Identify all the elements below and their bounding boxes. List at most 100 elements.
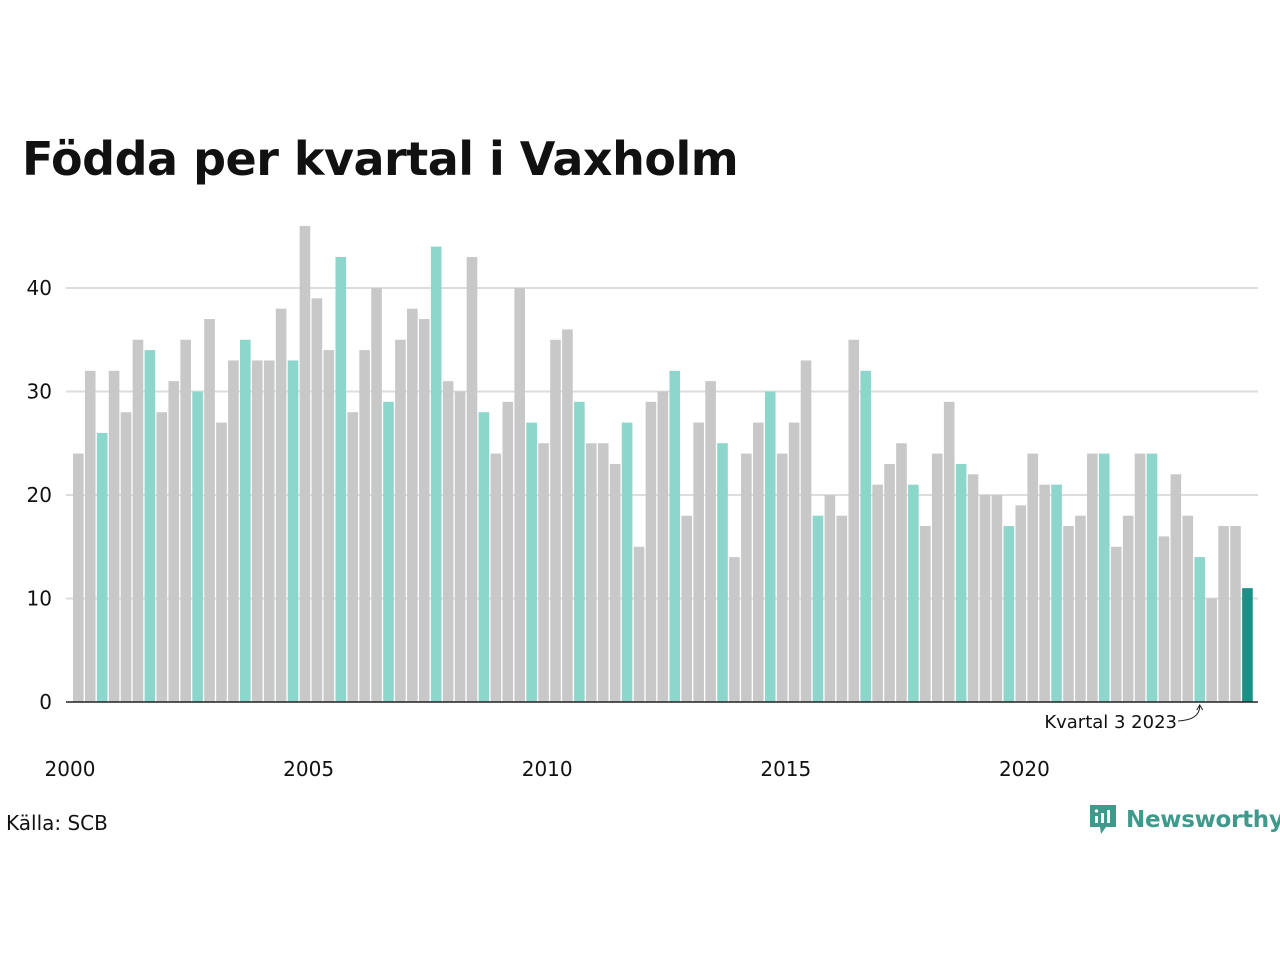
bar — [502, 401, 514, 702]
bar — [860, 370, 871, 702]
bar — [120, 412, 132, 702]
bar — [275, 308, 287, 702]
y-tick-label: 10 — [27, 587, 52, 611]
bar — [108, 370, 120, 702]
bar — [1003, 526, 1015, 702]
bar — [1110, 546, 1122, 702]
bar — [1134, 453, 1146, 702]
bar — [1063, 526, 1074, 702]
bar — [144, 350, 156, 702]
bar — [335, 256, 347, 702]
bar — [132, 339, 144, 702]
bar — [1027, 453, 1038, 702]
x-tick-label: 2005 — [283, 757, 334, 781]
bar — [347, 412, 358, 702]
bar — [1146, 453, 1158, 702]
bar — [84, 370, 96, 702]
y-axis-ticks: 0 10 20 30 40 — [27, 276, 52, 714]
bar — [729, 557, 740, 702]
bar — [371, 288, 382, 702]
bar — [1194, 557, 1206, 702]
bar — [908, 484, 919, 702]
bar — [73, 453, 84, 702]
bar — [753, 422, 764, 702]
bar — [812, 515, 824, 702]
bar — [705, 381, 716, 702]
bar — [717, 443, 728, 702]
bar — [621, 422, 633, 702]
bar — [896, 443, 907, 702]
bar — [478, 412, 490, 702]
bar — [1075, 515, 1086, 702]
y-tick-label: 30 — [27, 380, 52, 404]
bar — [395, 339, 406, 702]
bar — [943, 401, 955, 702]
bar — [299, 225, 311, 702]
bar — [1242, 588, 1253, 702]
x-tick-label: 2020 — [999, 757, 1050, 781]
source-note: Källa: SCB — [6, 811, 108, 835]
chart-title: Födda per kvartal i Vaxholm — [22, 132, 739, 186]
bar — [633, 546, 645, 702]
bar — [848, 339, 860, 702]
brand-logo[interactable]: Newsworthy — [1088, 803, 1280, 837]
bar — [609, 463, 621, 702]
bar — [168, 381, 180, 702]
bar — [562, 329, 573, 702]
bar — [430, 246, 442, 702]
bar — [192, 391, 203, 702]
bar — [788, 422, 800, 702]
bar — [967, 474, 979, 702]
bar — [418, 319, 430, 702]
bar — [979, 495, 991, 702]
x-tick-label: 2010 — [522, 757, 573, 781]
bar — [597, 443, 609, 702]
bar — [884, 463, 895, 702]
bar — [407, 308, 418, 702]
y-tick-label: 40 — [27, 276, 52, 300]
newsworthy-logo-icon — [1090, 805, 1116, 834]
bar — [585, 443, 597, 702]
bar — [1087, 453, 1098, 702]
bar — [574, 401, 585, 702]
bar — [454, 391, 466, 702]
bar — [1170, 474, 1182, 702]
bar — [991, 495, 1003, 702]
bar — [1051, 484, 1062, 702]
bar — [228, 360, 239, 702]
bar — [311, 298, 323, 702]
bar — [538, 443, 549, 702]
bar — [1218, 526, 1229, 702]
bar — [1098, 453, 1110, 702]
y-tick-label: 0 — [39, 690, 52, 714]
x-tick-label: 2000 — [45, 757, 96, 781]
bar — [216, 422, 227, 702]
bar — [383, 401, 394, 702]
bar — [776, 453, 788, 702]
bar — [550, 339, 561, 702]
bar — [645, 401, 657, 702]
bar — [1230, 526, 1241, 702]
bar — [955, 463, 967, 702]
bar — [741, 453, 752, 702]
bar — [836, 515, 848, 702]
bar — [669, 370, 681, 702]
bar — [490, 453, 502, 702]
bar — [251, 360, 263, 702]
bar — [287, 360, 299, 702]
bar — [800, 360, 812, 702]
annotation-arrow — [1177, 704, 1204, 722]
bar — [1015, 505, 1027, 702]
bar — [1206, 598, 1217, 702]
bar — [263, 360, 275, 702]
brand-name: Newsworthy — [1126, 807, 1280, 833]
y-tick-label: 20 — [27, 483, 52, 507]
bar — [204, 319, 215, 702]
x-axis-ticks: 2000 2005 2010 2015 2020 — [45, 757, 1050, 781]
bar — [514, 288, 526, 702]
bar — [920, 526, 931, 702]
bar — [681, 515, 693, 702]
bar — [764, 391, 776, 702]
bar — [1122, 515, 1134, 702]
